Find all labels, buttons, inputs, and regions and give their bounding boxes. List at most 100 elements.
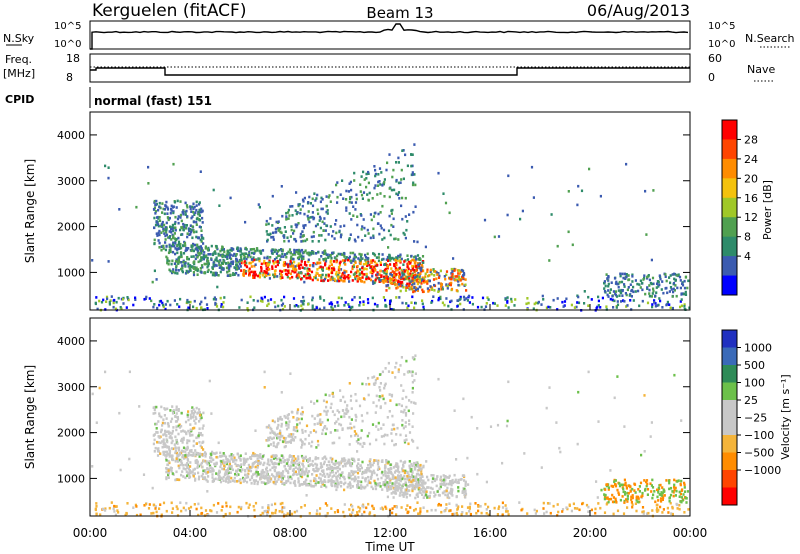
power-cell: [161, 301, 164, 305]
power-cell: [457, 280, 460, 283]
power-cell: [382, 296, 385, 299]
velocity-cell: [296, 467, 300, 471]
velocity-cell: [668, 496, 671, 500]
power-cell: [296, 223, 299, 227]
power-cell: [301, 230, 304, 233]
power-cell: [177, 258, 180, 262]
power-cell: [530, 165, 534, 169]
velocity-cell: [359, 442, 362, 446]
velocity-cell: [171, 439, 174, 443]
velocity-cell: [206, 490, 209, 493]
power-cell: [300, 254, 303, 258]
velocity-cell: [277, 419, 280, 423]
cpid-mode: normal (fast) 151: [94, 94, 212, 108]
power-cell: [373, 302, 377, 306]
velocity-cell: [378, 373, 382, 376]
velocity-cell: [113, 510, 116, 513]
velocity-cell: [187, 454, 190, 457]
velocity-cell: [166, 467, 169, 471]
velocity-cell: [475, 511, 478, 515]
power-cell: [603, 281, 606, 285]
power-cell: [213, 274, 216, 277]
velocity-cell: [430, 508, 433, 512]
velocity-cell: [278, 510, 281, 513]
velocity-cell: [447, 476, 450, 479]
power-cell: [174, 228, 177, 232]
power-cell: [324, 252, 327, 255]
power-cell: [354, 201, 358, 204]
power-cell: [244, 272, 247, 275]
power-cell: [449, 300, 452, 304]
velocity-cell: [649, 482, 652, 485]
velocity-cell: [198, 455, 201, 458]
power-cell: [161, 220, 164, 224]
power-cell: [265, 223, 268, 226]
velocity-cell: [643, 479, 646, 482]
power-cell: [456, 299, 459, 302]
velocity-cell: [174, 435, 177, 439]
velocity-cell: [382, 473, 385, 477]
velocity-cell: [223, 454, 226, 457]
power-cell: [326, 209, 329, 212]
power-cell: [573, 306, 576, 309]
velocity-cell: [673, 488, 676, 492]
power-cell: [369, 271, 372, 274]
power-cell: [657, 280, 660, 284]
power-cell: [384, 263, 387, 266]
velocity-cell: [616, 488, 619, 492]
velocity-cell: [362, 471, 365, 475]
power-ytick-label: 1000: [57, 266, 85, 279]
power-cell: [193, 262, 196, 266]
power-cell: [294, 265, 297, 268]
velocity-cell: [174, 447, 177, 450]
power-cell: [157, 223, 160, 226]
velocity-cell: [279, 429, 282, 433]
power-cell: [462, 269, 465, 273]
velocity-cell: [388, 508, 392, 512]
velocity-cell: [287, 471, 290, 475]
power-cell: [318, 234, 321, 237]
velocity-cell: [487, 513, 490, 517]
power-cell: [345, 206, 348, 209]
velocity-cell: [444, 483, 447, 487]
velocity-cell: [159, 503, 162, 506]
velocity-cell: [415, 464, 418, 467]
velocity-cell: [294, 484, 297, 487]
power-cell: [318, 274, 321, 277]
power-cell: [450, 299, 453, 303]
velocity-cell: [396, 426, 399, 430]
velocity-cell: [253, 508, 256, 512]
power-cell: [321, 267, 324, 271]
velocity-cell: [287, 435, 290, 438]
power-cell: [204, 247, 207, 250]
velocity-cell: [312, 429, 316, 432]
power-cell: [153, 206, 156, 210]
power-cell: [204, 296, 207, 300]
velocity-cell: [99, 513, 102, 516]
velocity-cell: [227, 481, 230, 484]
velocity-cell: [240, 463, 243, 466]
velocity-cell: [148, 503, 151, 506]
power-cell: [396, 193, 400, 197]
power-cell: [182, 212, 185, 216]
power-cell: [193, 205, 196, 209]
velocity-cell: [463, 479, 466, 482]
power-cell: [300, 256, 303, 260]
velocity-cell: [339, 461, 342, 465]
velocity-cell: [324, 425, 327, 428]
power-cell: [392, 258, 396, 261]
velocity-cell: [254, 429, 257, 432]
power-cell: [373, 252, 376, 256]
power-cell: [276, 260, 279, 263]
velocity-cell: [368, 467, 371, 470]
velocity-cell: [350, 394, 353, 398]
power-cell: [668, 290, 671, 293]
velocity-cell: [358, 404, 362, 408]
power-cell: [325, 273, 328, 277]
velocity-cell: [222, 475, 225, 479]
velocity-cell: [175, 470, 178, 474]
power-cell: [268, 273, 271, 277]
power-cell: [172, 268, 175, 271]
noise-panel: N.Sky 10^5 10^0 10^5 10^0 N.Search: [3, 20, 795, 50]
power-cell: [413, 262, 416, 265]
